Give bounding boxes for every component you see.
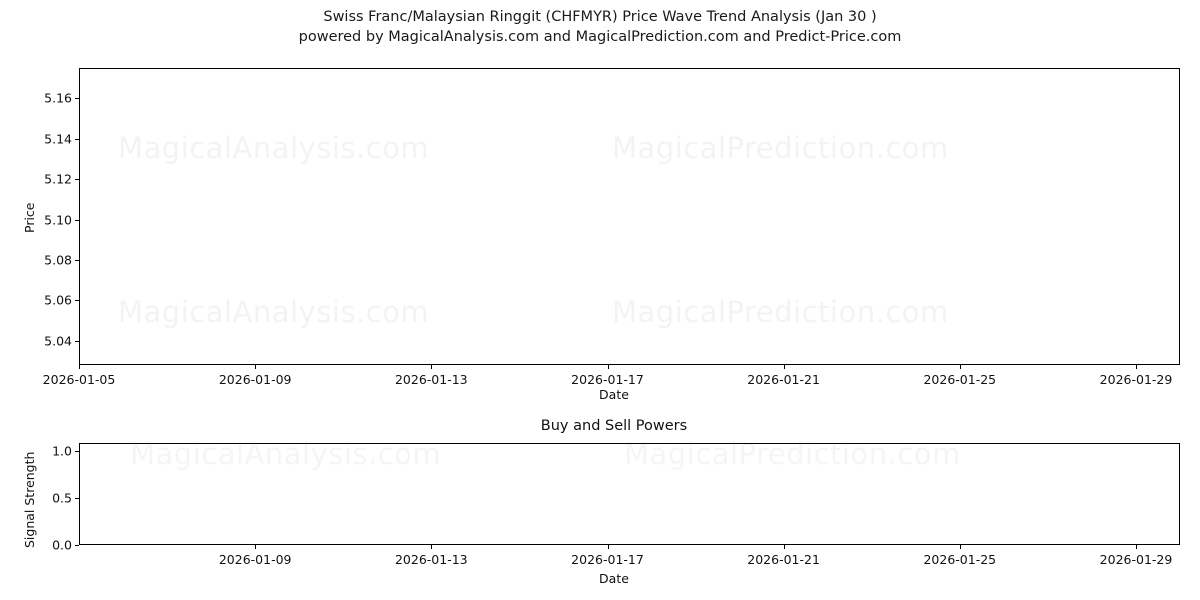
signal-ytick bbox=[75, 545, 79, 546]
buy-sell-ylabel: Signal Strength bbox=[22, 451, 37, 548]
price-chart-frame bbox=[79, 68, 1180, 365]
buy-sell-xlabel: Date bbox=[599, 571, 629, 586]
signal-ytick-label: 0.0 bbox=[52, 537, 72, 553]
price-ytick-label: 5.06 bbox=[44, 292, 72, 308]
price-ytick bbox=[75, 340, 79, 342]
price-chart-xlabel: Date bbox=[599, 387, 629, 402]
signal-ytick bbox=[75, 497, 79, 499]
title-line-2: powered by MagicalAnalysis.com and Magic… bbox=[298, 28, 902, 45]
price-xtick bbox=[255, 365, 257, 369]
signal-xtick-label: 2026-01-09 bbox=[218, 552, 292, 567]
signal-xtick-label: 2026-01-29 bbox=[1099, 552, 1173, 567]
signal-xtick bbox=[783, 545, 785, 549]
price-wave-chart bbox=[79, 68, 1180, 365]
price-ytick-label: 5.08 bbox=[44, 252, 72, 268]
signal-xtick-label: 2026-01-13 bbox=[394, 552, 468, 567]
price-xtick bbox=[959, 365, 961, 369]
price-chart-ylabel: Price bbox=[22, 202, 37, 234]
price-ytick-label: 5.10 bbox=[44, 212, 72, 227]
price-xtick-label: 2026-01-29 bbox=[1099, 372, 1173, 387]
signal-xtick-label: 2026-01-17 bbox=[571, 552, 644, 567]
price-xtick-label: 2026-01-17 bbox=[571, 372, 644, 387]
buy-sell-chart bbox=[79, 443, 1180, 545]
signal-xtick bbox=[959, 545, 961, 549]
page-title: Swiss Franc/Malaysian Ringgit (CHFMYR) P… bbox=[0, 8, 1200, 47]
price-ytick bbox=[75, 98, 79, 100]
signal-xtick bbox=[431, 545, 433, 549]
price-ytick bbox=[75, 300, 79, 302]
title-line-1: Swiss Franc/Malaysian Ringgit (CHFMYR) P… bbox=[323, 9, 877, 25]
price-xtick-label: 2026-01-05 bbox=[42, 372, 116, 387]
price-xtick-label: 2026-01-25 bbox=[923, 372, 997, 387]
signal-ytick bbox=[75, 450, 79, 452]
buy-sell-title: Buy and Sell Powers bbox=[540, 418, 688, 434]
price-xtick bbox=[1136, 365, 1137, 369]
signal-xtick-label: 2026-01-21 bbox=[747, 552, 820, 567]
signal-xtick bbox=[255, 545, 257, 549]
price-ytick bbox=[75, 179, 79, 181]
price-ytick bbox=[75, 219, 79, 221]
price-xtick bbox=[783, 365, 785, 369]
price-ytick bbox=[75, 138, 79, 140]
signal-ytick-label: 1.0 bbox=[52, 443, 72, 459]
price-ytick-label: 5.04 bbox=[44, 333, 72, 349]
price-xtick-label: 2026-01-09 bbox=[218, 372, 292, 387]
price-ytick-label: 5.16 bbox=[44, 90, 72, 106]
price-xtick bbox=[607, 365, 609, 369]
price-xtick-label: 2026-01-13 bbox=[394, 372, 468, 387]
price-xtick bbox=[79, 365, 80, 369]
price-xtick-label: 2026-01-21 bbox=[747, 372, 820, 387]
price-xtick bbox=[431, 365, 433, 369]
signal-ytick-label: 0.5 bbox=[52, 490, 72, 506]
price-ytick bbox=[75, 259, 79, 261]
signal-xtick-label: 2026-01-25 bbox=[923, 552, 997, 567]
price-ytick-label: 5.12 bbox=[44, 171, 72, 187]
signal-xtick bbox=[1136, 545, 1137, 549]
signal-xtick bbox=[607, 545, 609, 549]
buy-sell-frame bbox=[79, 443, 1180, 545]
price-ytick-label: 5.14 bbox=[44, 131, 72, 147]
